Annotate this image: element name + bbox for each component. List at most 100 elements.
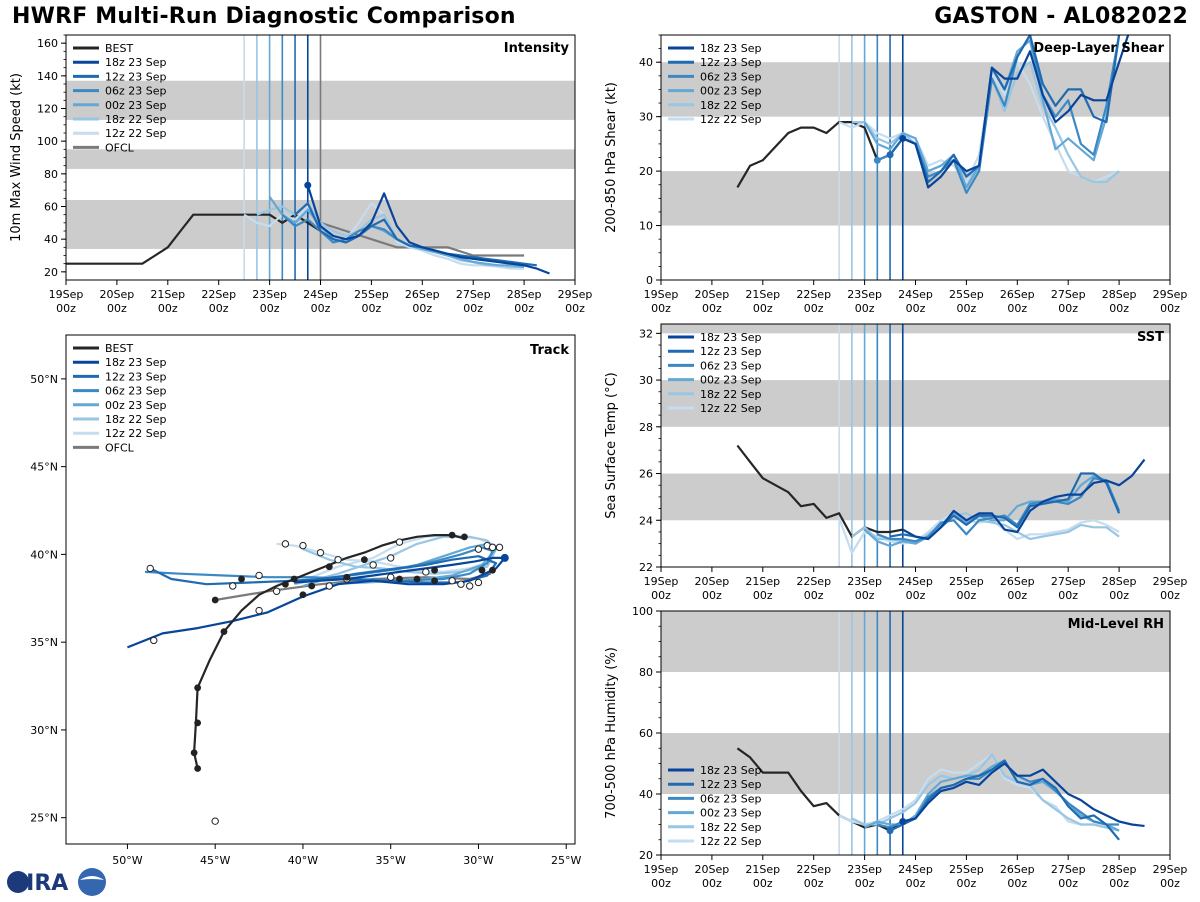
panel-title: SST xyxy=(1137,330,1164,345)
xtick-label-day: 24Sep xyxy=(898,863,933,876)
track-12z-23-sep xyxy=(149,555,498,586)
track-point-open xyxy=(495,543,504,552)
series-best xyxy=(66,213,322,265)
ytick-label: 30 xyxy=(639,374,653,387)
panel-title: Intensity xyxy=(504,41,570,56)
xtick-label-day: 28Sep xyxy=(507,288,542,301)
panel-title: Mid-Level RH xyxy=(1068,617,1164,632)
series-12z-22-sep xyxy=(838,61,1120,184)
track-point-best xyxy=(308,582,316,590)
xtick-label-hour: 00z xyxy=(957,589,977,602)
legend-label-06z-23-sep: 06z 23 Sep xyxy=(700,792,762,805)
xtick-label-hour: 00z xyxy=(56,302,76,315)
band-0 xyxy=(661,733,1170,794)
ytick-label: 28 xyxy=(639,421,653,434)
legend-label-18z-22-sep: 18z 22 Sep xyxy=(105,413,167,426)
plot-area-rh xyxy=(661,611,1170,855)
legend-label-best: BEST xyxy=(105,342,133,355)
track-point-best xyxy=(431,566,438,574)
xtick-label-day: 23Sep xyxy=(847,288,882,301)
track-point-open xyxy=(211,817,219,825)
xtick-label-hour: 00z xyxy=(906,589,926,602)
track-init-marker xyxy=(500,553,509,562)
legend-label-12z-23-sep: 12z 23 Sep xyxy=(700,56,762,69)
xtick-label-hour: 00z xyxy=(753,877,773,890)
track-point-best xyxy=(396,575,403,583)
track-point-best xyxy=(413,575,421,583)
xtick-label-day: 23Sep xyxy=(252,288,287,301)
track-point-open xyxy=(387,573,395,581)
xtick-label-hour: 00z xyxy=(651,589,671,602)
band-0 xyxy=(661,171,1170,226)
xtick-label-hour: 00z xyxy=(702,877,722,890)
xtick-label-day: 23Sep xyxy=(847,863,882,876)
xtick-label-day: 24Sep xyxy=(898,575,933,588)
xtick-label-day: 27Sep xyxy=(456,288,491,301)
ytick-label: 35°N xyxy=(30,636,58,649)
track-point-best xyxy=(194,765,202,772)
xtick-label-hour: 00z xyxy=(1160,589,1180,602)
xtick-label-day: 21Sep xyxy=(745,288,780,301)
track-point-best xyxy=(281,580,289,588)
track-point-open xyxy=(146,564,154,573)
xtick-label-hour: 00z xyxy=(1058,302,1078,315)
xtick-label-day: 22Sep xyxy=(201,288,236,301)
plot-area-shear xyxy=(661,35,1170,280)
legend-label-ofcl: OFCL xyxy=(105,141,135,154)
ytick-label: 24 xyxy=(639,514,653,527)
ytick-label: 20 xyxy=(639,849,653,862)
legend-label-18z-22-sep: 18z 22 Sep xyxy=(700,388,762,401)
legend-label-00z-23-sep: 00z 23 Sep xyxy=(700,85,762,98)
series-18z-23-sep xyxy=(902,762,1145,828)
legend-label-06z-23-sep: 06z 23 Sep xyxy=(105,385,167,398)
ytick-label: 22 xyxy=(639,561,653,574)
series-18z-23-sep xyxy=(902,35,1130,189)
xtick-label-hour: 00z xyxy=(804,589,824,602)
track-point-open xyxy=(422,568,430,576)
track-point-best xyxy=(299,591,307,599)
track-point-best xyxy=(211,596,219,604)
legend-label-18z-23-sep: 18z 23 Sep xyxy=(700,331,762,344)
xtick-label-hour: 00z xyxy=(1160,877,1180,890)
xtick-label-hour: 00z xyxy=(855,302,875,315)
xtick-label-hour: 00z xyxy=(1007,589,1027,602)
legend-label-06z-23-sep: 06z 23 Sep xyxy=(700,359,762,372)
track-point-open xyxy=(229,582,237,590)
xtick-label-day: 26Sep xyxy=(1000,863,1035,876)
legend-label-12z-22-sep: 12z 22 Sep xyxy=(105,127,167,140)
xtick-label: 25°W xyxy=(551,854,581,867)
legend-label-12z-23-sep: 12z 23 Sep xyxy=(105,370,167,383)
y-axis-label: 200-850 hPa Shear (kt) xyxy=(604,82,619,233)
xtick-label-day: 25Sep xyxy=(949,288,984,301)
track-point-best xyxy=(461,533,468,541)
track-point-best xyxy=(190,749,198,757)
legend-label-12z-23-sep: 12z 23 Sep xyxy=(700,778,762,791)
xtick-label-day: 27Sep xyxy=(1051,575,1086,588)
xtick-label-hour: 00z xyxy=(107,302,127,315)
xtick-label-hour: 00z xyxy=(1007,302,1027,315)
track-point-open xyxy=(281,540,290,548)
xtick-label-day: 29Sep xyxy=(1153,288,1188,301)
ytick-label: 60 xyxy=(44,201,58,214)
series-18z-22-sep xyxy=(851,512,1120,545)
legend-label-18z-23-sep: 18z 23 Sep xyxy=(105,56,167,69)
track-point-open xyxy=(387,554,395,562)
xtick-label-day: 20Sep xyxy=(100,288,135,301)
init-marker-06z-23-sep xyxy=(873,156,881,164)
track-point-best xyxy=(431,577,438,585)
xtick-label-hour: 00z xyxy=(651,302,671,315)
xtick-label-hour: 00z xyxy=(1109,589,1129,602)
logo-globe xyxy=(78,868,106,896)
track-point-best xyxy=(238,575,245,583)
series-12z-22-sep xyxy=(838,753,1120,832)
xtick-label-hour: 00z xyxy=(311,302,331,315)
xtick-label-hour: 00z xyxy=(1109,302,1129,315)
ytick-label: 80 xyxy=(44,168,58,181)
track-point-open xyxy=(334,555,342,564)
xtick-label-hour: 00z xyxy=(957,877,977,890)
ytick-label: 26 xyxy=(639,468,653,481)
xtick-label: 35°W xyxy=(376,854,406,867)
band-2 xyxy=(661,324,1170,334)
xtick-label-day: 28Sep xyxy=(1102,288,1137,301)
xtick-label-day: 20Sep xyxy=(695,863,730,876)
